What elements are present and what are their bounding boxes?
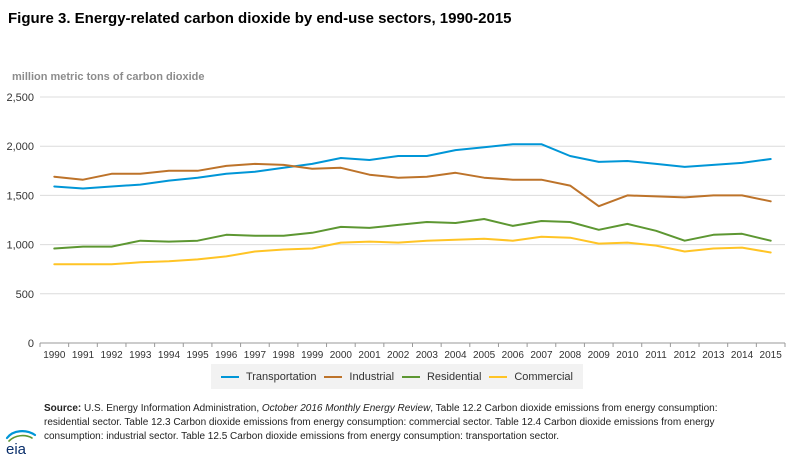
source-text-a: U.S. Energy Information Administration, <box>81 403 262 414</box>
y-tick-label: 2,500 <box>6 92 34 104</box>
x-tick-label: 1998 <box>272 350 295 361</box>
source-note: Source: U.S. Energy Information Administ… <box>44 402 744 444</box>
y-tick-label: 1,500 <box>6 190 34 202</box>
x-tick-label: 1994 <box>158 350 181 361</box>
x-tick-label: 1997 <box>244 350 267 361</box>
source-label: Source: <box>44 403 82 414</box>
x-tick-label: 2013 <box>702 350 725 361</box>
x-tick-label: 2001 <box>358 350 381 361</box>
y-axis-unit-label: million metric tons of carbon dioxide <box>12 71 205 83</box>
legend-item-industrial: Industrial <box>324 371 394 383</box>
x-tick-label: 1990 <box>43 350 66 361</box>
x-tick-label: 2009 <box>588 350 611 361</box>
legend-label: Commercial <box>514 370 573 383</box>
legend-label: Transportation <box>245 370 317 383</box>
legend-item-residential: Residential <box>401 370 482 383</box>
series-line-transportation <box>53 143 772 190</box>
x-tick-label: 2008 <box>559 350 582 361</box>
y-axis-tick-labels: 0 500 1,000 1,500 2,000 2,500 <box>6 92 34 350</box>
x-tick-label: 2003 <box>416 350 439 361</box>
x-tick-label: 1992 <box>101 350 124 361</box>
legend-label: Residential <box>426 370 482 383</box>
x-axis-tick-labels: 1990 1991 1992 1993 1994 1995 1996 1997 1998 1999… <box>43 350 782 361</box>
series-line-residential <box>53 218 772 250</box>
legend-swatch <box>220 375 239 378</box>
legend-swatch <box>401 375 420 378</box>
y-tick-label: 0 <box>28 338 34 350</box>
eia-logo: eia <box>5 430 37 456</box>
legend-item-transportation: Transportation <box>220 370 317 383</box>
chart-title: Figure 3. Energy-related carbon dioxide … <box>8 10 512 27</box>
logo-text: eia <box>6 441 27 456</box>
series-line-commercial <box>53 235 772 266</box>
x-tick-label: 2014 <box>731 350 754 361</box>
y-tick-label: 1,000 <box>6 240 34 252</box>
gridlines <box>39 96 786 347</box>
y-tick-label: 500 <box>16 289 34 301</box>
x-tick-label: 2002 <box>387 350 410 361</box>
series-line-industrial <box>53 162 772 208</box>
legend-item-commercial: Commercial <box>489 371 573 383</box>
legend-label: Industrial <box>349 370 395 383</box>
x-tick-label: 2010 <box>616 350 639 361</box>
legend: Transportation Industrial Residential Comme… <box>211 364 583 389</box>
x-tick-label: 1999 <box>301 350 324 361</box>
series-lines <box>53 143 772 266</box>
x-tick-label: 1996 <box>215 350 238 361</box>
legend-swatch <box>489 375 508 378</box>
x-tick-label: 2012 <box>674 350 697 361</box>
x-tick-label: 2005 <box>473 350 496 361</box>
x-tick-label: 2006 <box>502 350 525 361</box>
x-tick-label: 2000 <box>330 350 353 361</box>
x-tick-label: 1991 <box>72 350 95 361</box>
x-tick-label: 2011 <box>645 350 667 361</box>
legend-swatch <box>324 375 343 378</box>
source-publication-title: October 2016 Monthly Energy Review <box>261 403 431 414</box>
x-tick-label: 2004 <box>444 350 467 361</box>
source-text-b: , Table 12.2 Carbon dioxide emissions fr… <box>44 403 718 442</box>
y-tick-label: 2,000 <box>6 141 34 153</box>
x-tick-label: 2015 <box>760 350 783 361</box>
x-tick-label: 2007 <box>530 350 553 361</box>
x-tick-label: 1995 <box>186 350 209 361</box>
x-tick-label: 1993 <box>129 350 152 361</box>
